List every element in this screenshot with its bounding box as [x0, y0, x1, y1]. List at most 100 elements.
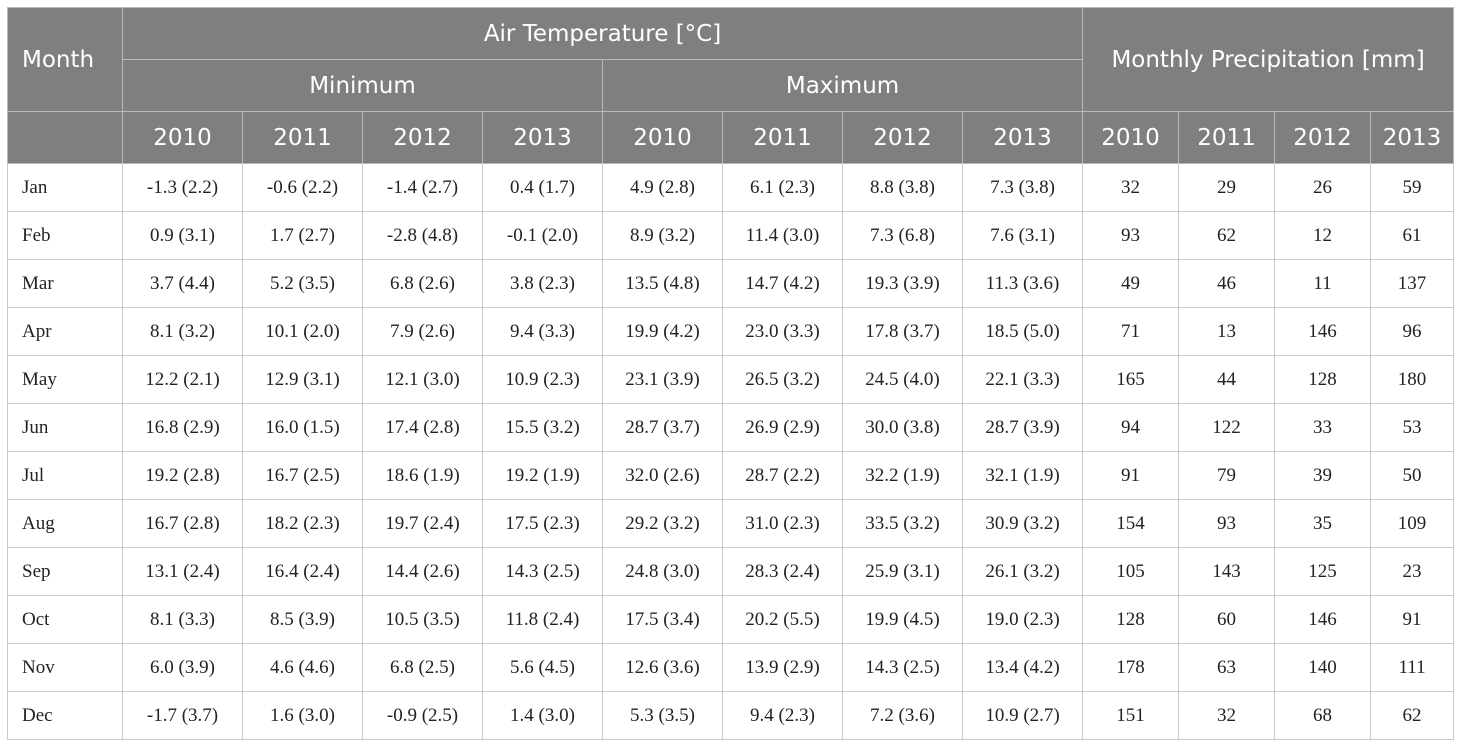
- max-temp-cell: 17.8 (3.7): [842, 307, 963, 356]
- precip-cell: 63: [1178, 643, 1276, 692]
- min-temp-cell: 16.7 (2.5): [242, 451, 363, 500]
- precip-cell: 32: [1178, 691, 1276, 740]
- month-cell: Mar: [7, 259, 123, 308]
- climate-table-container: Month Air Temperature [°C] Monthly Preci…: [7, 7, 1455, 740]
- precip-cell: 29: [1178, 163, 1276, 212]
- min-temp-cell: 9.4 (3.3): [482, 307, 603, 356]
- year-header-max-2012: 2012: [842, 111, 963, 164]
- min-temp-cell: 14.4 (2.6): [362, 547, 483, 596]
- max-temp-cell: 11.3 (3.6): [961, 259, 1084, 308]
- min-temp-cell: 0.9 (3.1): [122, 211, 243, 260]
- precip-cell: 44: [1178, 355, 1276, 404]
- precip-cell: 68: [1274, 691, 1372, 740]
- min-temp-cell: -1.4 (2.7): [362, 163, 483, 212]
- min-temp-cell: 5.6 (4.5): [482, 643, 603, 692]
- min-temp-cell: 14.3 (2.5): [482, 547, 603, 596]
- min-temp-cell: 13.1 (2.4): [122, 547, 243, 596]
- month-cell: Jun: [7, 403, 123, 452]
- precip-cell: 105: [1082, 547, 1180, 596]
- precip-cell: 165: [1082, 355, 1180, 404]
- precip-cell: 146: [1274, 307, 1372, 356]
- min-temp-cell: 17.5 (2.3): [482, 499, 603, 548]
- year-header-precip-2010: 2010: [1082, 111, 1180, 164]
- year-header-min-2012: 2012: [362, 111, 483, 164]
- month-cell: Oct: [7, 595, 123, 644]
- max-temp-cell: 25.9 (3.1): [842, 547, 963, 596]
- year-header-precip-2011: 2011: [1178, 111, 1276, 164]
- month-cell: Sep: [7, 547, 123, 596]
- max-temp-cell: 7.3 (6.8): [842, 211, 963, 260]
- max-temp-cell: 26.1 (3.2): [961, 547, 1084, 596]
- year-header-max-2011: 2011: [722, 111, 843, 164]
- max-temp-cell: 13.5 (4.8): [602, 259, 723, 308]
- precip-cell: 11: [1274, 259, 1372, 308]
- table-row: May 12.2 (2.1) 12.9 (3.1) 12.1 (3.0) 10.9 (2…: [7, 355, 1455, 404]
- month-cell: Jul: [7, 451, 123, 500]
- max-temp-cell: 32.1 (1.9): [961, 451, 1084, 500]
- max-temp-cell: 19.3 (3.9): [842, 259, 963, 308]
- min-temp-cell: 1.6 (3.0): [242, 691, 363, 740]
- month-cell: Jan: [7, 163, 123, 212]
- year-header-precip-2012: 2012: [1274, 111, 1372, 164]
- table-row: Apr 8.1 (3.2) 10.1 (2.0) 7.9 (2.6) 9.4 (3.3)…: [7, 307, 1455, 356]
- min-temp-cell: 12.2 (2.1): [122, 355, 243, 404]
- min-temp-cell: 16.8 (2.9): [122, 403, 243, 452]
- precip-cell: 35: [1274, 499, 1372, 548]
- min-temp-cell: 19.7 (2.4): [362, 499, 483, 548]
- max-temp-cell: 9.4 (2.3): [722, 691, 843, 740]
- minimum-header: Minimum: [122, 59, 603, 112]
- precip-cell: 151: [1082, 691, 1180, 740]
- max-temp-cell: 8.9 (3.2): [602, 211, 723, 260]
- precip-cell: 60: [1178, 595, 1276, 644]
- min-temp-cell: -0.6 (2.2): [242, 163, 363, 212]
- max-temp-cell: 7.3 (3.8): [961, 163, 1084, 212]
- max-temp-cell: 20.2 (5.5): [722, 595, 843, 644]
- precip-cell: 13: [1178, 307, 1276, 356]
- precipitation-header: Monthly Precipitation [mm]: [1082, 7, 1455, 112]
- max-temp-cell: 23.1 (3.9): [602, 355, 723, 404]
- month-header: Month: [7, 7, 123, 112]
- max-temp-cell: 18.5 (5.0): [961, 307, 1084, 356]
- precip-cell: 122: [1178, 403, 1276, 452]
- precip-cell: 178: [1082, 643, 1180, 692]
- max-temp-cell: 7.6 (3.1): [961, 211, 1084, 260]
- table-row: Jun 16.8 (2.9) 16.0 (1.5) 17.4 (2.8) 15.5 (3…: [7, 403, 1455, 452]
- precip-cell: 137: [1370, 259, 1455, 308]
- precip-cell: 96: [1370, 307, 1455, 356]
- min-temp-cell: 6.8 (2.6): [362, 259, 483, 308]
- table-row: Oct 8.1 (3.3) 8.5 (3.9) 10.5 (3.5) 11.8 (2.4…: [7, 595, 1455, 644]
- precip-cell: 61: [1370, 211, 1455, 260]
- max-temp-cell: 24.5 (4.0): [842, 355, 963, 404]
- min-temp-cell: 16.4 (2.4): [242, 547, 363, 596]
- max-temp-cell: 19.9 (4.2): [602, 307, 723, 356]
- precip-cell: 154: [1082, 499, 1180, 548]
- max-temp-cell: 28.3 (2.4): [722, 547, 843, 596]
- max-temp-cell: 29.2 (3.2): [602, 499, 723, 548]
- year-header-row: 2010 2011 2012 2013 2010 2011 2012 2013 2010 2011…: [7, 111, 1455, 164]
- max-temp-cell: 30.0 (3.8): [842, 403, 963, 452]
- precip-cell: 79: [1178, 451, 1276, 500]
- precip-cell: 143: [1178, 547, 1276, 596]
- min-temp-cell: 3.8 (2.3): [482, 259, 603, 308]
- max-temp-cell: 28.7 (3.9): [961, 403, 1084, 452]
- year-header-precip-2013: 2013: [1370, 111, 1455, 164]
- min-temp-cell: 18.2 (2.3): [242, 499, 363, 548]
- table-row: Jul 19.2 (2.8) 16.7 (2.5) 18.6 (1.9) 19.2 (1…: [7, 451, 1455, 500]
- max-temp-cell: 26.9 (2.9): [722, 403, 843, 452]
- maximum-header: Maximum: [601, 59, 1084, 112]
- max-temp-cell: 19.0 (2.3): [961, 595, 1084, 644]
- max-temp-cell: 22.1 (3.3): [961, 355, 1084, 404]
- precip-cell: 128: [1274, 355, 1372, 404]
- max-temp-cell: 10.9 (2.7): [961, 691, 1084, 740]
- min-temp-cell: 8.1 (3.2): [122, 307, 243, 356]
- year-header-min-2011: 2011: [242, 111, 363, 164]
- min-temp-cell: -0.9 (2.5): [362, 691, 483, 740]
- precip-cell: 53: [1370, 403, 1455, 452]
- climate-table: Month Air Temperature [°C] Monthly Preci…: [7, 7, 1455, 740]
- precip-cell: 93: [1178, 499, 1276, 548]
- precip-cell: 49: [1082, 259, 1180, 308]
- precip-cell: 62: [1178, 211, 1276, 260]
- max-temp-cell: 7.2 (3.6): [842, 691, 963, 740]
- month-cell: Feb: [7, 211, 123, 260]
- max-temp-cell: 26.5 (3.2): [722, 355, 843, 404]
